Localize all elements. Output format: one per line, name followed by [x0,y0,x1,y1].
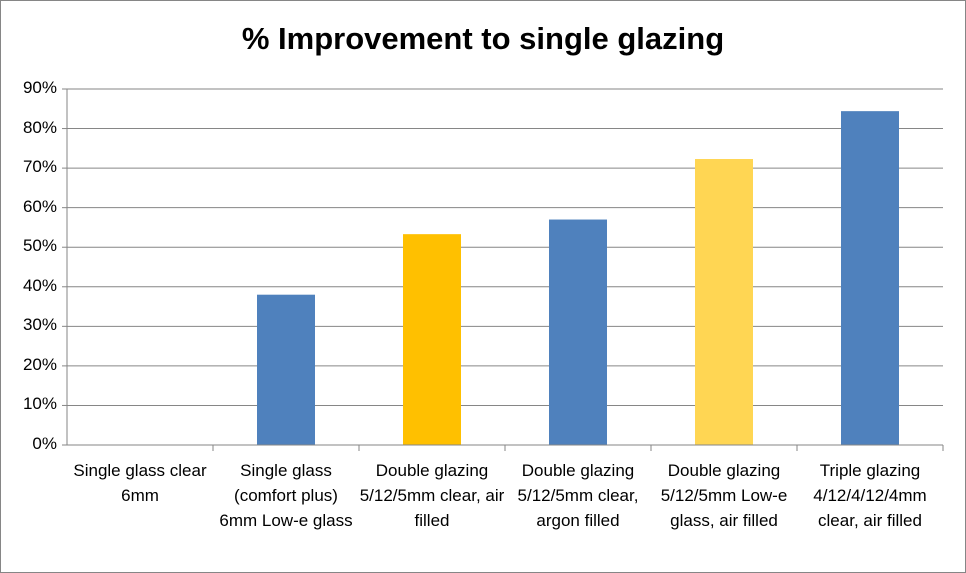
x-category-label: Triple glazing 4/12/4/12/4mm clear, air … [813,461,927,530]
x-category-label: Double glazing 5/12/5mm Low-e glass, air… [660,461,788,530]
y-tick-label: 70% [22,157,57,177]
x-category-label: Single glass clear 6mm [73,461,207,505]
y-tick-label: 80% [22,117,57,137]
bar [257,294,315,445]
chart-title: % Improvement to single glazing [241,21,725,56]
y-tick-label: 60% [22,196,57,216]
y-tick-label: 50% [22,236,57,256]
y-tick-label: 0% [32,434,57,453]
x-category-label: Double glazing 5/12/5mm clear, argon fil… [517,461,639,530]
bar [549,219,607,445]
x-category-label: Single glass (comfort plus) 6mm Low-e gl… [219,461,353,530]
y-tick-label: 20% [22,354,57,374]
y-tick-label: 10% [22,394,57,414]
bar [695,159,753,445]
y-tick-label: 30% [22,315,57,335]
bar [841,111,899,445]
y-tick-label: 90% [22,78,57,97]
y-tick-label: 40% [22,275,57,295]
bar [403,234,461,445]
x-category-label: Double glazing 5/12/5mm clear, air fille… [359,461,505,530]
